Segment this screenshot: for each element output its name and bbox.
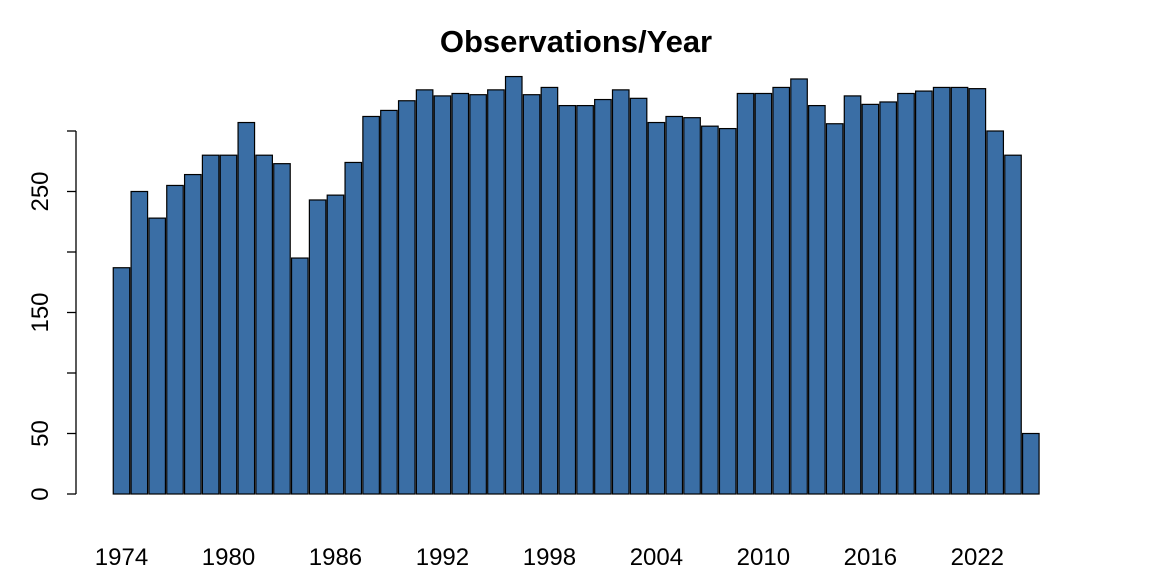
y-tick-label: 0: [27, 487, 54, 500]
bar: [968, 88, 987, 495]
bar: [130, 190, 149, 495]
bar: [950, 86, 969, 495]
x-tick-label: 1974: [95, 544, 148, 571]
x-tick-label: 1992: [416, 544, 469, 571]
bar: [201, 154, 220, 495]
bar: [148, 217, 167, 495]
y-tick-label: 50: [27, 420, 54, 447]
x-tick-label: 1980: [202, 544, 255, 571]
bar: [255, 154, 273, 495]
bar: [647, 121, 666, 495]
x-tick-label: 2010: [737, 544, 790, 571]
bar: [629, 97, 648, 495]
bar: [415, 89, 434, 495]
bar: [558, 104, 577, 495]
bar: [861, 103, 880, 495]
bar: [825, 123, 844, 495]
bar: [790, 78, 808, 495]
bar: [540, 86, 559, 495]
bar: [166, 184, 184, 495]
bar: [843, 95, 862, 495]
bar: [380, 109, 398, 495]
bar: [754, 92, 773, 495]
bar: [433, 95, 452, 495]
chart-title: Observations/Year: [440, 24, 712, 59]
bar: [736, 92, 755, 495]
x-tick-label: 2004: [630, 544, 683, 571]
bar: [701, 125, 719, 495]
bar: [576, 104, 594, 495]
bar: [344, 161, 363, 495]
bar: [594, 98, 612, 495]
bar: [1021, 432, 1040, 495]
bar: [308, 199, 327, 495]
x-tick-label: 2022: [951, 544, 1004, 571]
bar: [273, 163, 291, 495]
bar: [718, 127, 737, 495]
bar: [522, 94, 541, 495]
bar: [469, 94, 487, 495]
bar: [611, 89, 630, 495]
bar: [451, 92, 470, 495]
bar: [665, 115, 684, 495]
bar: [986, 130, 1005, 495]
bar: [914, 90, 933, 495]
bar: [326, 194, 345, 495]
bar: [1004, 154, 1022, 495]
bar: [932, 86, 951, 495]
bar: [362, 115, 380, 495]
bar: [487, 89, 505, 495]
bar: [112, 267, 131, 495]
bar: [290, 257, 309, 495]
bar: [897, 92, 915, 495]
bar: [237, 121, 256, 495]
x-tick-label: 1998: [523, 544, 576, 571]
bar: [219, 154, 238, 495]
bar: [183, 173, 202, 495]
bar: [397, 100, 416, 495]
bar: [808, 104, 826, 495]
y-tick-label: 150: [27, 292, 54, 332]
bar: [879, 101, 898, 495]
x-tick-label: 1986: [309, 544, 362, 571]
bar: [504, 75, 523, 495]
x-tick-label: 2016: [844, 544, 897, 571]
y-tick-label: 250: [27, 171, 54, 211]
bar: [683, 117, 701, 495]
bar: [772, 86, 791, 495]
